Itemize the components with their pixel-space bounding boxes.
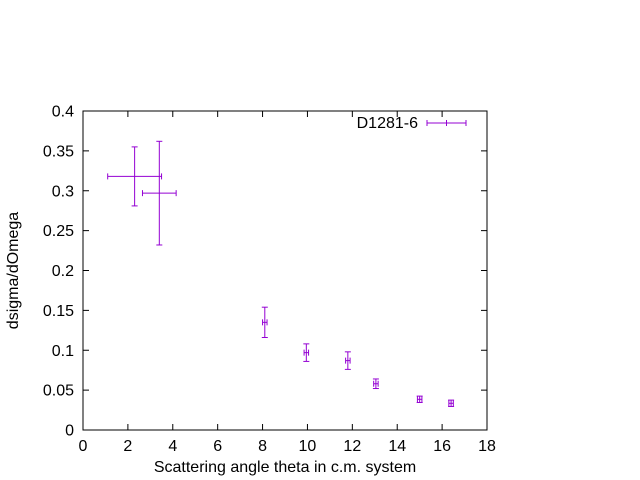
data-layer <box>107 140 455 407</box>
y-tick-label: 0 <box>65 423 74 440</box>
y-tick-label: 0.25 <box>43 223 74 240</box>
data-point <box>303 343 310 362</box>
x-tick-label: 2 <box>123 438 132 455</box>
x-tick-label: 8 <box>258 438 267 455</box>
data-point <box>141 140 177 246</box>
x-tick-label: 12 <box>343 438 361 455</box>
data-point <box>107 146 163 207</box>
x-tick-label: 4 <box>168 438 177 455</box>
data-point <box>416 395 423 403</box>
y-tick-label: 0.15 <box>43 303 74 320</box>
y-tick-label: 0.4 <box>52 104 74 121</box>
y-tick-label: 0.1 <box>52 343 74 360</box>
x-tick-label: 16 <box>433 438 451 455</box>
data-point <box>372 378 379 390</box>
y-tick-label: 0.2 <box>52 263 74 280</box>
plot-frame <box>82 110 488 431</box>
y-tick-label: 0.35 <box>43 143 74 160</box>
x-tick-label: 6 <box>213 438 222 455</box>
data-point <box>261 306 268 338</box>
legend-label: D1281-6 <box>357 115 418 132</box>
data-point <box>448 399 455 407</box>
x-tick-label: 14 <box>388 438 406 455</box>
x-tick-label: 10 <box>299 438 317 455</box>
legend: D1281-6 <box>357 115 467 132</box>
ticks-layer: 0 2 4 6 8 10 12 14 16 18 0 0.05 0.1 0.15 0.2 0.25 0.3 0.3… <box>43 104 496 456</box>
y-axis-label: dsigma/dOmega <box>5 212 22 329</box>
y-tick-label: 0.3 <box>52 183 74 200</box>
x-tick-label: 0 <box>79 438 88 455</box>
y-tick-label: 0.05 <box>43 383 74 400</box>
legend-sample <box>426 120 467 126</box>
x-axis-label: Scattering angle theta in c.m. system <box>154 459 416 476</box>
x-tick-label: 18 <box>478 438 496 455</box>
data-point <box>344 351 351 370</box>
